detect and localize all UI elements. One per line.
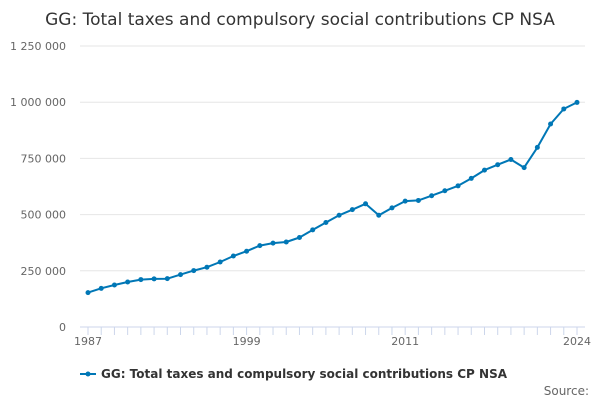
data-point[interactable] (244, 248, 250, 254)
data-point[interactable] (217, 259, 223, 265)
legend[interactable]: GG: Total taxes and compulsory social co… (80, 367, 508, 381)
series-layer (85, 99, 580, 296)
data-point[interactable] (125, 279, 131, 285)
data-point[interactable] (349, 207, 355, 213)
data-point[interactable] (85, 290, 91, 296)
y-axis: 0 250 000 500 000 750 000 1 000 000 1 250 000 (10, 40, 66, 334)
data-point[interactable] (257, 243, 263, 249)
legend-swatch-marker (85, 371, 91, 377)
x-tick-label: 1987 (74, 335, 102, 348)
data-point[interactable] (548, 121, 554, 127)
data-point[interactable] (442, 188, 448, 194)
x-tick-label: 2024 (563, 335, 591, 348)
data-point[interactable] (561, 106, 567, 112)
data-point[interactable] (521, 165, 527, 171)
data-point[interactable] (534, 144, 540, 150)
data-point[interactable] (138, 277, 144, 283)
data-point[interactable] (191, 268, 197, 274)
series-line (87, 101, 578, 294)
data-point[interactable] (495, 162, 501, 168)
data-point[interactable] (310, 227, 316, 233)
data-point[interactable] (455, 183, 461, 189)
data-point[interactable] (376, 212, 382, 218)
y-tick-label: 750 000 (21, 152, 67, 165)
data-point[interactable] (389, 205, 395, 211)
data-point[interactable] (164, 276, 170, 282)
y-tick-label: 1 250 000 (10, 40, 66, 53)
source-label[interactable]: Source: (544, 384, 589, 398)
data-point[interactable] (468, 175, 474, 181)
data-point[interactable] (270, 240, 276, 246)
data-point[interactable] (283, 239, 289, 245)
y-tick-label: 0 (59, 321, 66, 334)
data-point[interactable] (178, 272, 184, 278)
data-point[interactable] (363, 201, 369, 207)
x-tick-label: 2011 (391, 335, 419, 348)
data-point[interactable] (402, 198, 408, 204)
grid-lines (80, 45, 585, 272)
data-point[interactable] (296, 235, 302, 241)
data-point[interactable] (204, 264, 210, 270)
x-tick-label: 1999 (233, 335, 261, 348)
data-point[interactable] (230, 253, 236, 259)
y-tick-label: 250 000 (21, 265, 67, 278)
data-point[interactable] (508, 157, 514, 163)
data-point[interactable] (481, 167, 487, 173)
data-point[interactable] (429, 193, 435, 199)
data-point[interactable] (111, 282, 117, 288)
data-point[interactable] (98, 285, 104, 291)
data-point[interactable] (415, 197, 421, 203)
chart-title: GG: Total taxes and compulsory social co… (45, 10, 555, 30)
data-point[interactable] (574, 99, 580, 105)
y-tick-label: 500 000 (21, 209, 67, 222)
x-axis: 1987 1999 2011 2024 (74, 326, 591, 348)
legend-label: GG: Total taxes and compulsory social co… (101, 367, 508, 381)
data-point[interactable] (151, 276, 157, 282)
data-point[interactable] (323, 219, 329, 225)
data-point[interactable] (336, 212, 342, 218)
y-tick-label: 1 000 000 (10, 96, 66, 109)
